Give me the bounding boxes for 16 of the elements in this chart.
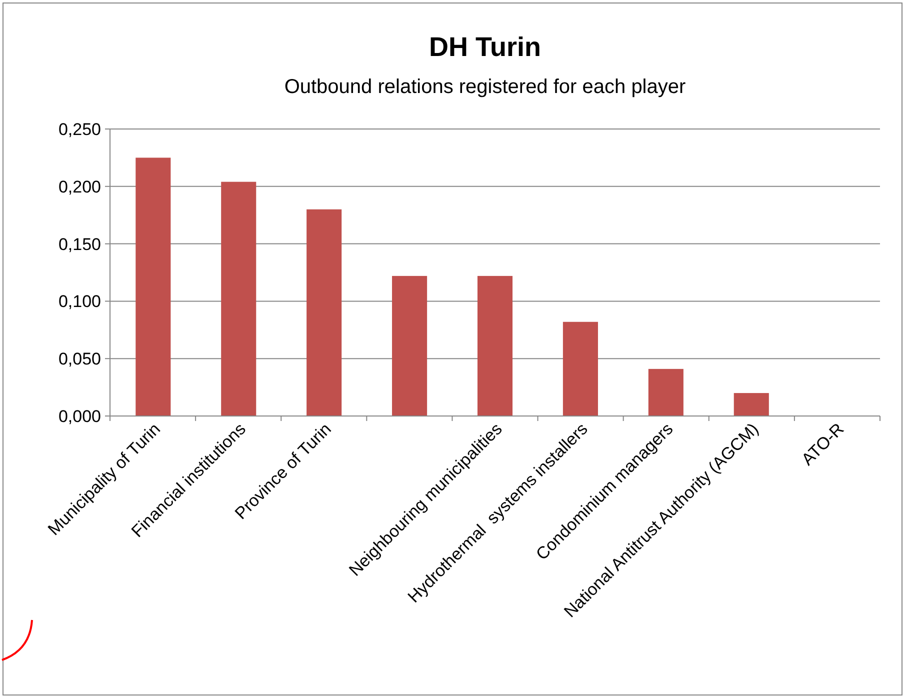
- chart-subtitle: Outbound relations registered for each player: [284, 76, 686, 98]
- y-tick-label: 0,150: [58, 234, 101, 254]
- bar: [306, 209, 342, 416]
- bar: [136, 158, 171, 416]
- y-tick-label: 0,200: [58, 177, 101, 196]
- bar: [477, 276, 513, 416]
- y-tick-label: 0,000: [58, 406, 101, 426]
- bar: [648, 368, 684, 416]
- bar: [734, 393, 769, 416]
- bar: [392, 276, 428, 416]
- y-tick-label: 0,250: [58, 120, 101, 139]
- bar: [221, 182, 256, 416]
- chart-title: DH Turin: [429, 32, 541, 62]
- y-tick-label: 0,050: [58, 350, 101, 369]
- y-tick-label: 0,100: [58, 292, 101, 312]
- bar: [562, 322, 598, 416]
